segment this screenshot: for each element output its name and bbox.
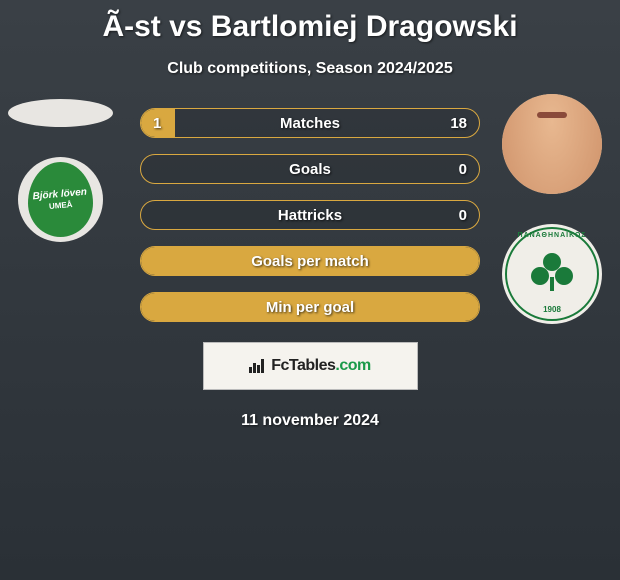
stat-label: Matches — [280, 115, 340, 132]
footer-brand-text: FcTables.com — [271, 357, 371, 375]
player-left-club-badge: Björk löven UMEÅ — [18, 157, 103, 242]
stat-label: Goals — [289, 161, 331, 178]
page-subtitle: Club competitions, Season 2024/2025 — [0, 60, 620, 78]
avatar-face-shape — [502, 94, 602, 194]
player-right-column: ΠΑΝΑΘΗΝΑΪΚΟΣ 1908 — [502, 94, 602, 324]
stat-right-value: 0 — [459, 207, 467, 224]
footer-brand-b: .com — [335, 357, 370, 374]
footer-brand-a: FcTables — [271, 357, 335, 374]
barchart-icon — [249, 359, 264, 373]
stat-row-goals-per-match: Goals per match — [140, 246, 480, 276]
club-right-name: ΠΑΝΑΘΗΝΑΪΚΟΣ — [518, 232, 587, 239]
club-left-sub: UMEÅ — [49, 199, 73, 210]
stat-row-goals: Goals 0 — [140, 154, 480, 184]
stats-bars: 1 Matches 18 Goals 0 Hattricks 0 Goals p… — [140, 108, 480, 322]
player-left-avatar — [8, 99, 113, 127]
comparison-content: Björk löven UMEÅ ΠΑΝΑΘΗΝΑΪΚΟΣ 1908 — [0, 108, 620, 430]
stat-right-value: 18 — [450, 115, 467, 132]
club-left-text: Björk löven UMEÅ — [32, 186, 88, 213]
player-right-club-badge: ΠΑΝΑΘΗΝΑΪΚΟΣ 1908 — [502, 224, 602, 324]
club-right-year: 1908 — [543, 305, 561, 314]
stat-label: Hattricks — [278, 207, 342, 224]
stat-row-matches: 1 Matches 18 — [140, 108, 480, 138]
page-title: Ã-st vs Bartlomiej Dragowski — [0, 0, 620, 44]
stat-row-min-per-goal: Min per goal — [140, 292, 480, 322]
player-right-avatar — [502, 94, 602, 194]
footer-branding-box: FcTables.com — [203, 342, 418, 390]
clover-icon — [533, 255, 571, 293]
stat-label: Goals per match — [251, 253, 369, 270]
club-left-name: Björk löven — [32, 186, 87, 202]
stat-label: Min per goal — [266, 299, 354, 316]
player-left-column: Björk löven UMEÅ — [8, 94, 113, 242]
avatar-mouth-shape — [537, 112, 567, 118]
stat-row-hattricks: Hattricks 0 — [140, 200, 480, 230]
club-left-shape: Björk löven UMEÅ — [28, 162, 93, 237]
stat-right-value: 0 — [459, 161, 467, 178]
footer-date: 11 november 2024 — [0, 412, 620, 430]
stat-left-value: 1 — [153, 115, 161, 132]
